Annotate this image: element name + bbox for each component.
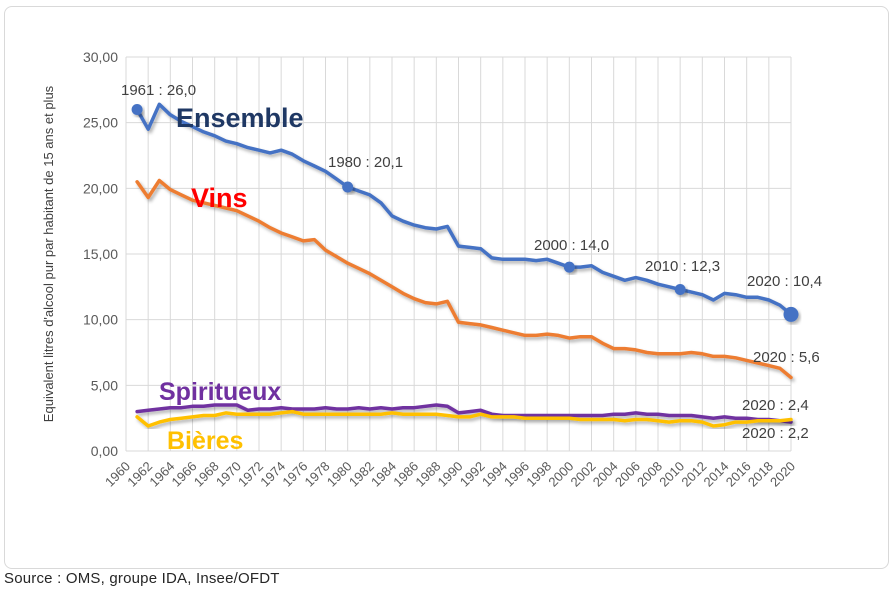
x-tick-label: 2020 (767, 459, 798, 490)
y-tick-label: 15,00 (83, 246, 118, 262)
annotation: 1980 : 20,1 (328, 154, 403, 171)
series-label-spiritueux: Spiritueux (159, 378, 281, 406)
annotation: 1961 : 26,0 (121, 82, 196, 99)
y-tick-label: 30,00 (83, 49, 118, 65)
marker-1980 (342, 181, 354, 193)
chart-frame (4, 6, 889, 569)
annotation: 2020 : 10,4 (747, 273, 822, 290)
marker-1961 (131, 104, 143, 116)
y-tick-label: 10,00 (83, 312, 118, 328)
y-tick-label: 0,00 (91, 443, 118, 459)
annotation: 2020 : 5,6 (753, 349, 820, 366)
y-tick-label: 20,00 (83, 180, 118, 196)
series-label-ensemble: Ensemble (176, 103, 304, 133)
annotation: 2000 : 14,0 (534, 237, 609, 254)
marker-2020 (783, 306, 799, 322)
series-line-spiritueux (135, 403, 793, 424)
series-label-vins: Vins (191, 183, 248, 213)
y-axis-title: Equivalent litres d'alcool pur par habit… (41, 85, 56, 422)
series-label-bieres: Bières (167, 427, 243, 455)
gridlines (125, 56, 792, 452)
series-line-vins (135, 178, 793, 380)
marker-2000 (563, 261, 575, 273)
alcohol-consumption-line-chart: 0,005,0010,0015,0020,0025,0030,001960196… (41, 49, 822, 490)
series-line-bieres (135, 409, 793, 428)
annotation: 2020 : 2,4 (742, 397, 809, 414)
marker-2010 (674, 283, 686, 295)
annotation: 2020 : 2,2 (742, 425, 809, 442)
y-tick-label: 25,00 (83, 115, 118, 131)
chart-text: 1961 : 26,0 1980 : 20,1 2000 : 14,0 2010 : … (121, 82, 822, 455)
annotation: 2010 : 12,3 (645, 258, 720, 275)
y-tick-label: 5,00 (91, 377, 118, 393)
data-point-markers (131, 104, 799, 322)
source-text: Source : OMS, groupe IDA, Insee/OFDT (4, 570, 280, 587)
